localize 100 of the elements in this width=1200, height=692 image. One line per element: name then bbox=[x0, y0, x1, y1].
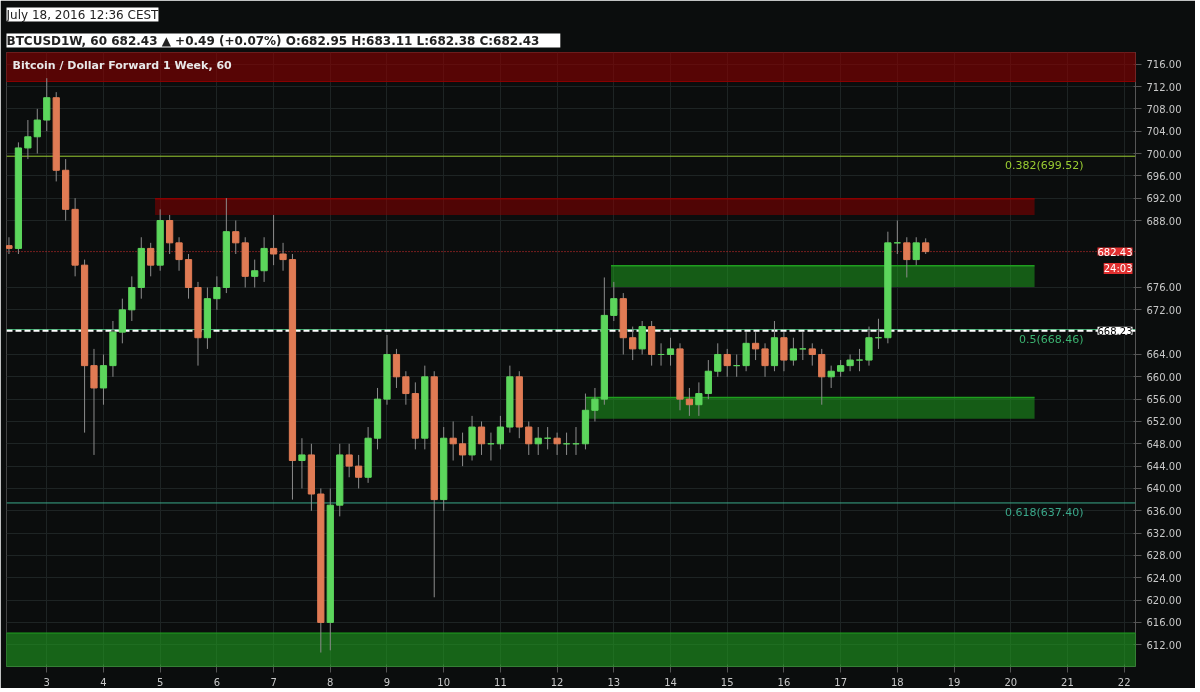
candlestick bbox=[610, 281, 618, 322]
candlestick bbox=[6, 236, 13, 255]
candlestick bbox=[789, 337, 798, 367]
candlestick bbox=[855, 348, 864, 372]
y-tick-label: 664.00 bbox=[1146, 349, 1182, 361]
candlestick bbox=[99, 353, 108, 406]
x-tick-label: 9 bbox=[383, 676, 391, 688]
candlestick bbox=[279, 242, 287, 272]
candlestick bbox=[827, 365, 835, 389]
candlestick bbox=[865, 326, 873, 367]
x-tick-label: 20 bbox=[1004, 676, 1018, 688]
candlestick bbox=[638, 320, 646, 355]
candlestick bbox=[232, 220, 240, 255]
candlestick bbox=[260, 236, 268, 283]
candlestick bbox=[298, 437, 306, 489]
x-tick-label: 15 bbox=[720, 676, 734, 688]
candlestick bbox=[392, 348, 401, 389]
y-tick-label: 712.00 bbox=[1146, 81, 1182, 93]
y-tick-label: 612.00 bbox=[1146, 639, 1182, 651]
x-tick-label: 17 bbox=[834, 676, 848, 688]
x-tick-label: 18 bbox=[890, 676, 904, 688]
x-tick-label: 22 bbox=[1117, 676, 1131, 688]
y-tick-label: 704.00 bbox=[1146, 126, 1182, 138]
candlestick bbox=[714, 342, 722, 378]
candlestick bbox=[742, 331, 750, 372]
x-tick-label: 21 bbox=[1061, 676, 1074, 688]
candlestick bbox=[780, 331, 788, 372]
candlestick bbox=[799, 331, 807, 361]
y-tick-label: 616.00 bbox=[1146, 617, 1182, 629]
y-tick-label: 656.00 bbox=[1146, 394, 1182, 406]
x-tick-label: 5 bbox=[156, 676, 164, 688]
annotation: 24:03 bbox=[1103, 263, 1133, 275]
candlestick bbox=[43, 77, 51, 132]
candlestick bbox=[723, 348, 731, 378]
x-tick-label: 3 bbox=[43, 676, 50, 688]
candlestick bbox=[251, 259, 259, 288]
y-tick-label: 692.00 bbox=[1146, 193, 1182, 205]
y-tick-label: 660.00 bbox=[1146, 371, 1182, 383]
candlestick bbox=[477, 420, 486, 456]
x-tick-label: 6 bbox=[213, 676, 221, 688]
candlestick bbox=[90, 348, 98, 456]
candlestick bbox=[534, 426, 542, 456]
candlestick bbox=[525, 420, 533, 456]
x-tick-label: 11 bbox=[494, 676, 507, 688]
y-tick-label: 700.00 bbox=[1146, 148, 1182, 160]
candlestick bbox=[213, 275, 221, 311]
x-tick-label: 13 bbox=[607, 676, 621, 688]
candlestick bbox=[345, 443, 353, 478]
y-tick-label: 652.00 bbox=[1146, 416, 1182, 428]
ref-line-label: 668.23 bbox=[1097, 325, 1133, 337]
candlestick bbox=[355, 454, 363, 489]
candlestick bbox=[666, 337, 675, 367]
candlestick bbox=[402, 370, 410, 406]
y-tick-label: 648.00 bbox=[1146, 438, 1182, 450]
ref-line-label: 0.382(699.52) bbox=[1004, 159, 1084, 173]
x-tick-label: 19 bbox=[947, 676, 961, 688]
candlestick bbox=[912, 236, 920, 266]
candlestick bbox=[175, 236, 183, 272]
ref-line-label: 682.43 bbox=[1097, 246, 1133, 258]
y-tick-label: 640.00 bbox=[1146, 483, 1182, 495]
candlestick bbox=[808, 342, 816, 367]
candlestick bbox=[903, 236, 911, 278]
candlestick bbox=[751, 331, 760, 361]
y-tick-label: 632.00 bbox=[1146, 528, 1182, 540]
candlestick bbox=[458, 432, 467, 467]
candlestick bbox=[761, 342, 769, 378]
candlestick bbox=[818, 348, 826, 406]
candlestick bbox=[166, 214, 174, 255]
candlestick bbox=[24, 119, 32, 160]
x-tick-label: 10 bbox=[437, 676, 451, 688]
x-tick-label: 12 bbox=[550, 676, 564, 688]
x-tick-label: 16 bbox=[777, 676, 791, 688]
candlestick bbox=[553, 432, 561, 456]
y-tick-label: 624.00 bbox=[1146, 572, 1182, 584]
candlestick bbox=[629, 326, 637, 361]
x-tick-label: 7 bbox=[270, 676, 277, 688]
y-tick-label: 708.00 bbox=[1146, 103, 1182, 115]
x-tick-label: 14 bbox=[664, 676, 677, 688]
candlestick bbox=[685, 387, 694, 417]
candlestick bbox=[128, 275, 136, 322]
y-tick-label: 644.00 bbox=[1146, 461, 1182, 473]
x-tick-label: 8 bbox=[327, 676, 334, 688]
y-tick-label: 620.00 bbox=[1146, 595, 1182, 607]
candlestick bbox=[449, 420, 457, 462]
y-tick-label: 688.00 bbox=[1146, 215, 1182, 227]
candlestick bbox=[846, 353, 854, 372]
y-tick-label: 628.00 bbox=[1146, 550, 1182, 562]
ref-line-label: 0.618(637.40) bbox=[1004, 505, 1084, 519]
y-tick-label: 716.00 bbox=[1146, 59, 1182, 71]
y-tick-label: 636.00 bbox=[1146, 505, 1182, 517]
y-tick-label: 672.00 bbox=[1146, 304, 1182, 316]
candlestick bbox=[147, 242, 155, 277]
candlestick bbox=[269, 214, 278, 266]
candlestick bbox=[33, 108, 41, 155]
ref-line-label: 0.5(668.46) bbox=[1018, 332, 1084, 346]
text: Bitcoin / Dollar Forward 1 Week, 60 bbox=[12, 58, 233, 72]
candlestick bbox=[496, 415, 505, 450]
candlestick bbox=[118, 298, 126, 344]
y-tick-label: 696.00 bbox=[1146, 170, 1182, 182]
candlestick bbox=[695, 381, 703, 417]
